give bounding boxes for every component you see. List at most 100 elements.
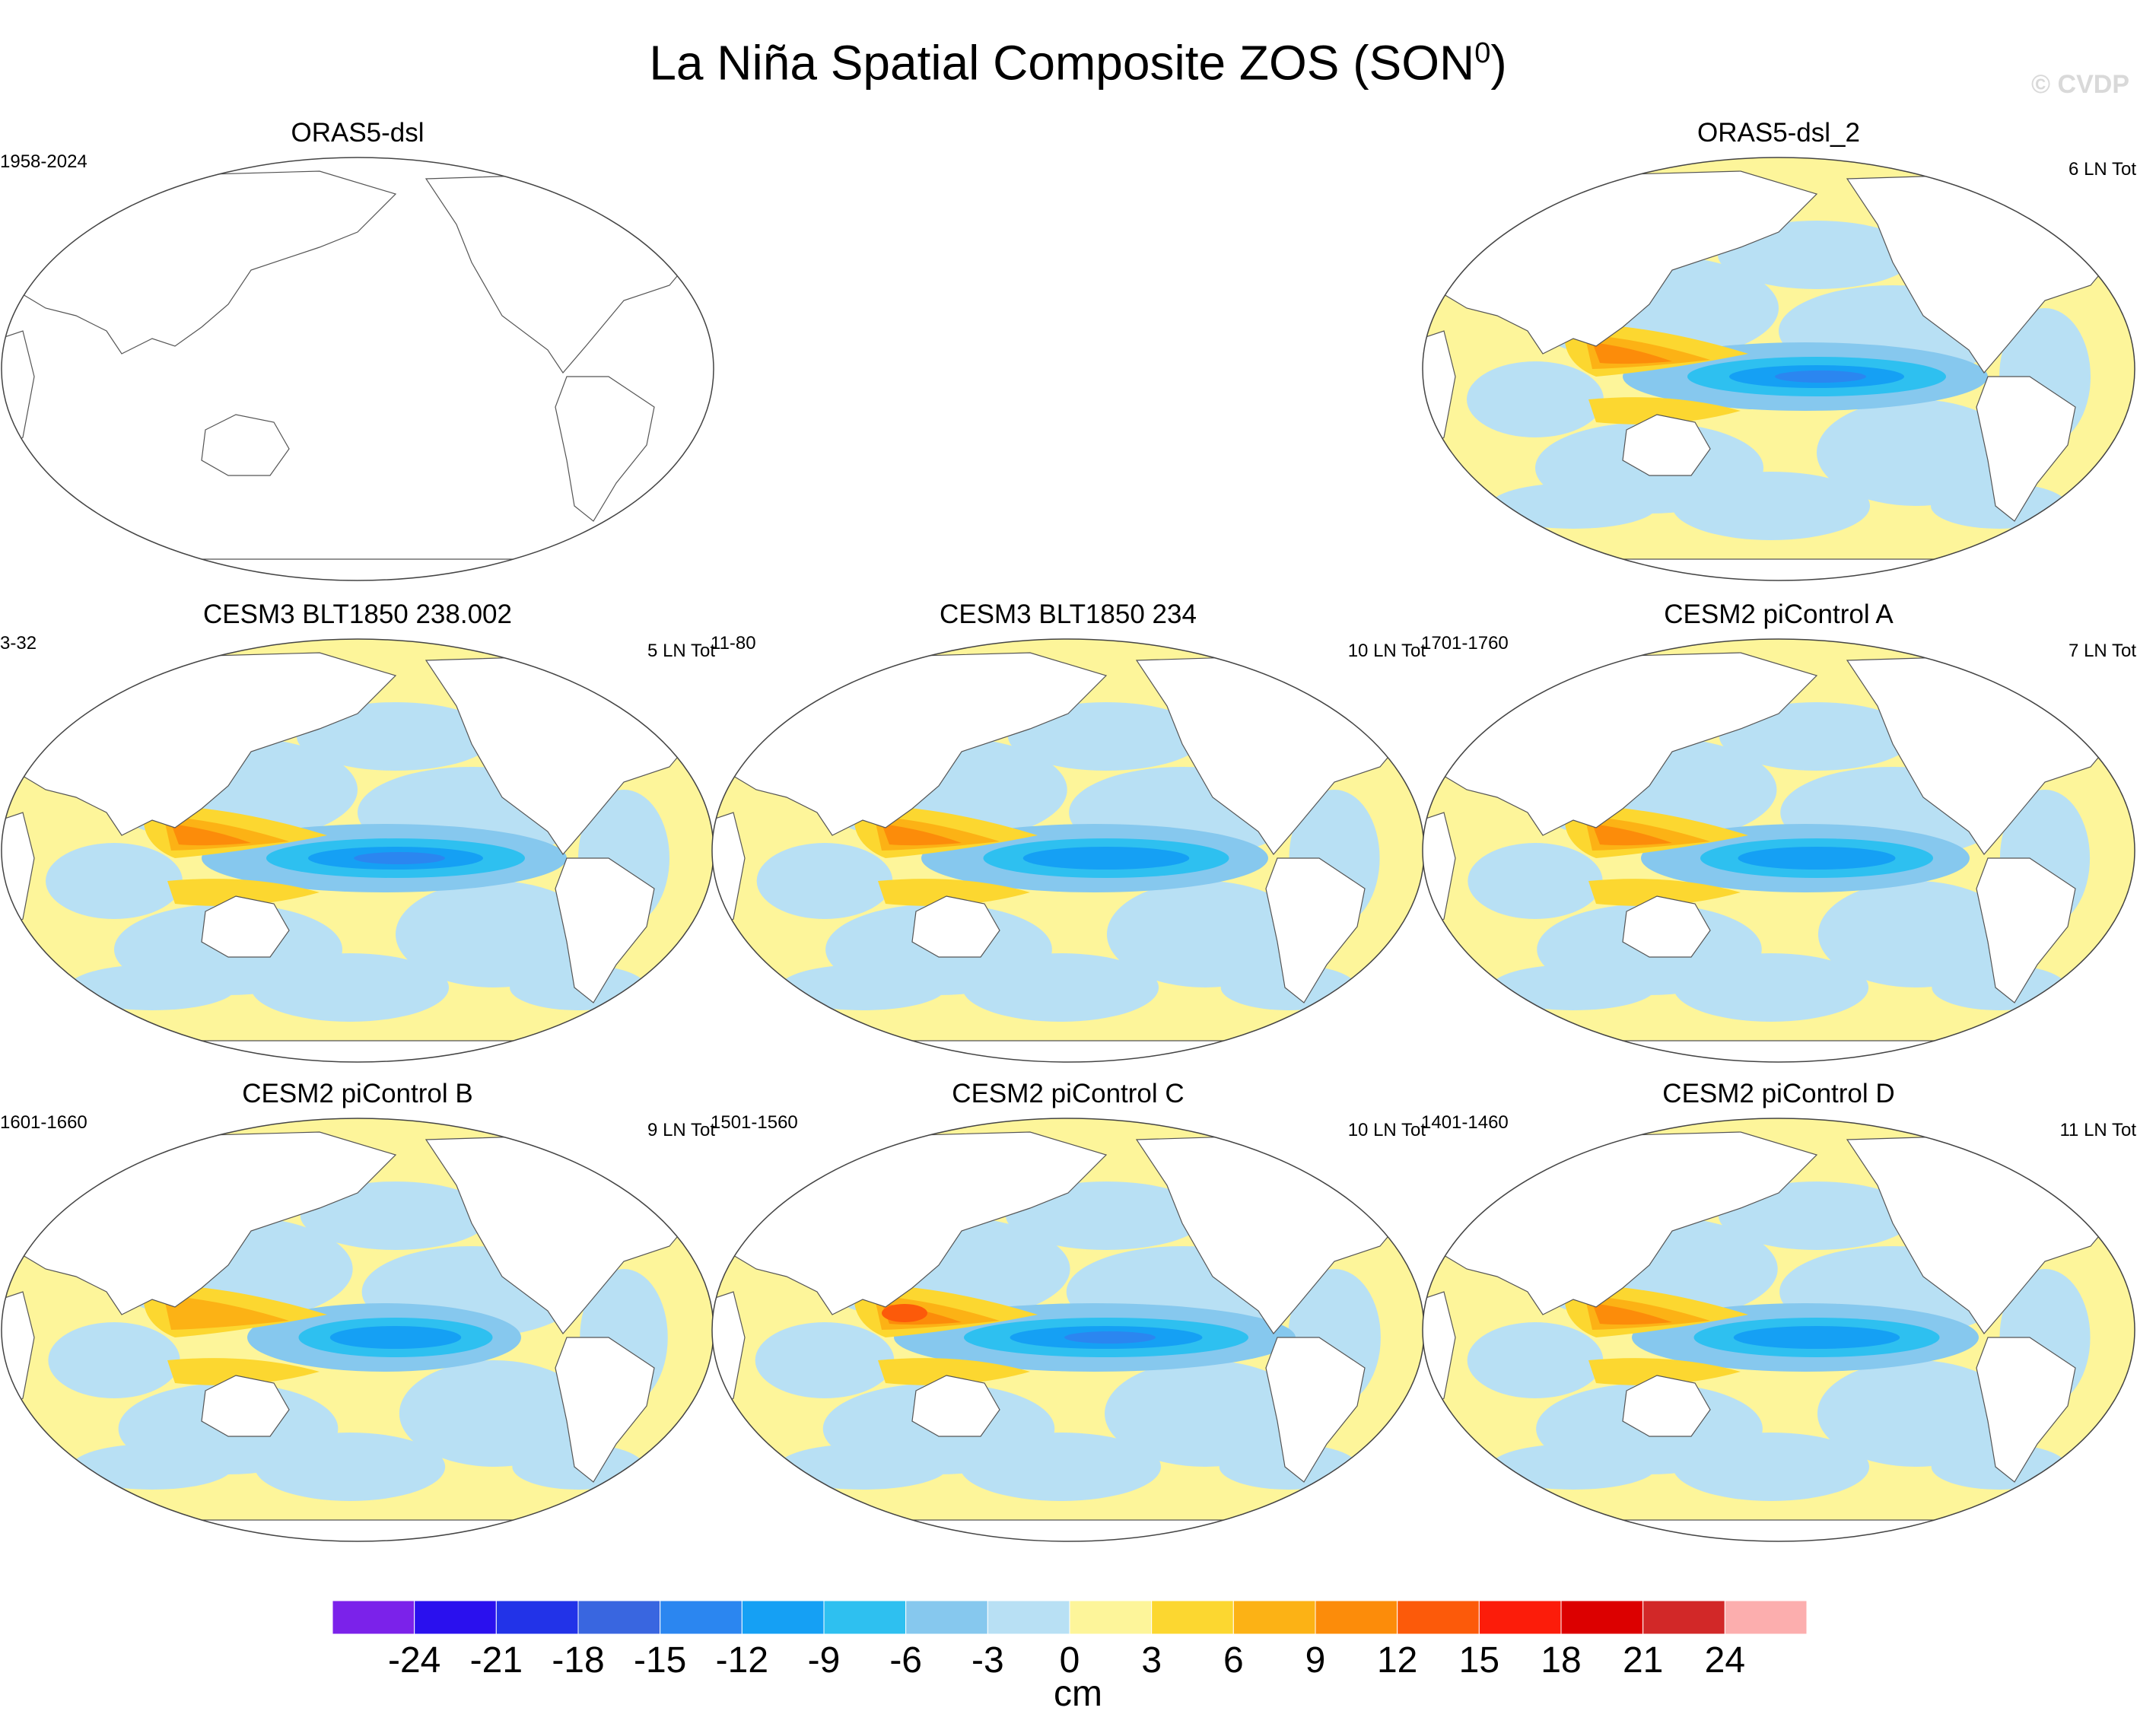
australia-land [201,1375,290,1437]
panel-period: 11-80 [711,633,756,654]
greenland-land [593,1118,670,1163]
figure-title-superscript: 0 [1474,37,1491,69]
panel-event-count: 9 LN Tot [647,1120,715,1140]
robinson-map [711,1118,1425,1542]
colorbar-tick-label: 21 [1623,1640,1663,1677]
panel-period: 1601-1660 [0,1112,87,1133]
panel-title: CESM2 piControl B [242,1079,473,1108]
colorbar-segment [823,1601,907,1635]
australia-land [911,895,1000,958]
cool-anomaly-region [1718,221,1916,289]
cool-anomaly-region [1490,965,1656,1010]
cool-anomaly-region [1105,1360,1305,1467]
cool-anomaly-region [777,1444,948,1490]
cold-tongue-peak [1775,370,1866,383]
cold-tongue-core [329,1326,462,1349]
cool-anomaly-region [46,843,183,919]
south-america-land [555,857,655,1003]
map-panel-cesm3-blt1850-234: CESM3 BLT1850 234 11-80 10 LN Tot [711,599,1426,1071]
cool-anomaly-region [1817,1360,2014,1467]
map-frame [1422,1118,2135,1542]
antarctica-land [712,1519,1424,1541]
map-panel-cesm2-picontrol-d: CESM2 piControl D 1401-1460 11 LN Tot [1421,1079,2136,1550]
panel-event-count: 10 LN Tot [1347,641,1426,661]
south-america-land [1265,857,1366,1003]
colorbar-segment [1397,1601,1480,1635]
south-america-land [1976,1337,2076,1483]
panel-title: CESM3 BLT1850 238.002 [202,599,512,629]
australia-land [1622,1375,1711,1437]
colorbar-tick-label: 3 [1141,1640,1162,1677]
colorbar-tick-label: 15 [1459,1640,1499,1677]
greenland-land [593,157,670,202]
colorbar-tick-label: -15 [634,1640,686,1677]
cool-anomaly-region [399,1360,590,1467]
colorbar-segment [414,1601,497,1635]
map-panel-oras5-dsl-2: ORAS5-dsl_2 6 LN Tot [1421,118,2136,590]
south-america-land [1976,857,2076,1003]
antarctica-land [2,558,714,580]
cvdp-watermark: © CVDP [2031,70,2129,99]
antarctica-land [2,1519,714,1541]
panel-title: ORAS5-dsl_2 [1697,118,1860,148]
colorbar-segment [1724,1601,1808,1635]
cold-tongue-core [1022,847,1190,870]
robinson-map [1422,1118,2135,1542]
colorbar-segment [1315,1601,1398,1635]
colorbar-segment [741,1601,825,1635]
antarctica-land [2,1040,714,1062]
colorbar-segment [495,1601,579,1635]
cool-anomaly-region [1817,399,2014,506]
warm-pool-core [1592,1303,1672,1325]
colorbar-segment [1232,1601,1316,1635]
panel-period: 1958-2024 [0,151,87,172]
greenland-land [593,639,670,684]
cool-anomaly-region [251,953,449,1022]
cool-anomaly-region [1006,1181,1207,1250]
map-frame [1422,157,2135,581]
australia-land [1622,895,1711,958]
panel-title: CESM2 piControl C [952,1079,1185,1108]
warm-pool-core [882,824,962,846]
cool-anomaly-region [779,965,946,1010]
figure-title: La Niña Spatial Composite ZOS (SON0) [0,23,2156,93]
cool-anomaly-region [1007,702,1205,771]
colorbar-tick-label: 6 [1223,1640,1244,1677]
panel-event-count: 7 LN Tot [2069,641,2136,661]
cool-anomaly-region [1817,881,2014,987]
cool-anomaly-region [1467,361,1604,437]
warm-spcz [167,1358,320,1385]
colorbar-tick-label: 12 [1377,1640,1417,1677]
map-panel-oras5-dsl: ORAS5-dsl 1958-2024 [0,118,715,590]
cool-anomaly-region [297,702,494,771]
cool-anomaly-region [1490,1444,1657,1490]
colorbar-segment [1069,1601,1153,1635]
cold-tongue-core [1738,847,1896,870]
cool-anomaly-region [1467,1322,1604,1398]
cool-anomaly-region [1106,881,1304,987]
cool-anomaly-region [1490,483,1657,529]
robinson-map [1422,638,2135,1063]
colorbar-tick-label: -24 [388,1640,440,1677]
colorbar-units: cm [1054,1674,1102,1714]
greenland-land [2014,1118,2091,1163]
warm-spcz [878,1358,1030,1385]
colorbar-tick-label: -12 [716,1640,768,1677]
panel-event-count: 6 LN Tot [2069,159,2136,180]
warm-spcz [1588,1358,1741,1385]
warm-spcz [1588,879,1741,906]
map-panel-cesm2-picontrol-a: CESM2 piControl A 1701-1760 7 LN Tot [1421,599,2136,1071]
greenland-land [1303,639,1381,684]
antarctica-land [1423,558,2135,580]
map-frame [1,157,714,581]
cool-anomaly-region [1673,953,1869,1022]
antarctica-land [1423,1519,2135,1541]
robinson-map [1,638,714,1063]
warm-spcz [1588,397,1741,425]
antarctica-land [1423,1040,2135,1062]
colorbar-segment [577,1601,661,1635]
panel-title: CESM2 piControl D [1662,1079,1895,1108]
colorbar-segment [1560,1601,1644,1635]
colorbar-tick-label: 24 [1705,1640,1745,1677]
colorbar-segment [332,1601,415,1635]
